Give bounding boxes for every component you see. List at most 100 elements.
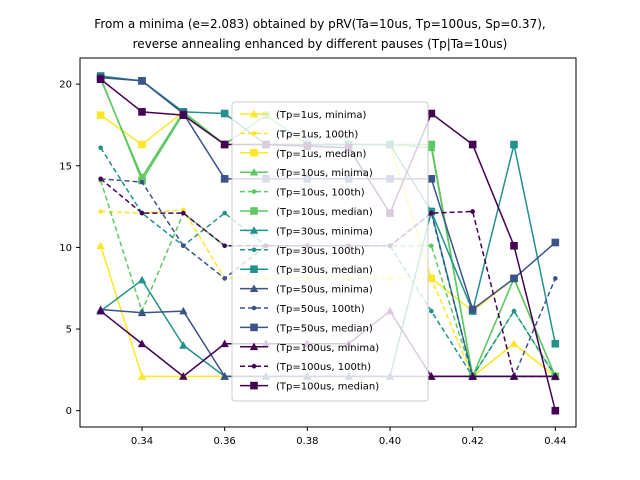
legend-marker [249,342,259,351]
legend-label: (Tp=50us, median) [276,323,373,334]
legend: (Tp=1us, minima) (Tp=1us, 100th) (Tp=1us, … [231,101,429,402]
y-tick-label: 15 [59,161,72,172]
data-point [138,108,146,116]
data-point [220,339,229,348]
legend-label: (Tp=1us, 100th) [276,129,358,140]
data-point [138,140,146,149]
data-point [98,209,103,214]
data-point [427,140,436,149]
data-point [98,176,103,182]
legend-item: (Tp=100us, median) [240,382,379,393]
legend-label: (Tp=50us, 100th) [276,304,365,315]
legend-marker [251,247,257,253]
legend-label: (Tp=10us, median) [276,207,373,218]
legend-marker [249,109,259,118]
plot-frame [79,57,577,428]
data-point [429,243,434,249]
legend-marker [250,149,258,157]
data-point [220,109,229,118]
legend-label: (Tp=30us, minima) [276,226,373,237]
data-point [551,339,560,348]
data-point [222,243,227,249]
data-point [427,274,436,283]
y-tick-label: 5 [66,325,72,336]
data-point [429,210,434,216]
y-tick-label: 20 [59,80,72,91]
legend-item: (Tp=100us, 100th) [240,362,371,373]
legend-marker [249,284,259,292]
legend-marker [250,265,258,273]
data-point [468,140,477,149]
legend-label: (Tp=100us, median) [276,382,379,393]
data-point [137,275,147,284]
data-point [96,75,105,84]
legend-item: (Tp=50us, minima) [240,284,373,296]
x-tick-label: 0.42 [462,436,484,447]
legend-item: (Tp=10us, median) [240,207,373,218]
data-point [179,341,188,349]
legend-item: (Tp=30us, median) [240,265,373,276]
legend-marker [251,305,257,311]
data-point [96,241,105,250]
legend-marker [249,226,259,234]
data-point [181,243,186,249]
data-point [139,179,145,185]
data-point [510,241,518,250]
legend-marker [250,323,258,332]
legend-box [231,101,429,402]
data-point [427,109,436,118]
data-point [510,274,518,283]
data-point [139,210,145,216]
legend-item: (Tp=10us, minima) [240,168,373,179]
data-point [179,111,188,119]
data-point [138,77,146,85]
data-point [179,372,188,380]
data-point [179,306,188,315]
data-point [468,372,477,380]
data-point [220,175,229,183]
chart-title-line-2: reverse annealing enhanced by different … [133,37,508,51]
chart-title-line-1: From a minima (e=2.083) obtained by pRV(… [94,17,545,31]
legend-item: (Tp=100us, minima) [240,342,379,354]
y-tick-label: 10 [59,243,72,254]
y-tick-label: 0 [66,406,72,417]
data-point [96,306,105,315]
data-point [470,209,475,214]
legend-marker [250,381,258,390]
legend-label: (Tp=100us, 100th) [276,362,371,373]
data-point [98,145,103,151]
legend-item: (Tp=1us, minima) [240,109,367,121]
y-axis: 0 5 10 15 20 [59,80,80,417]
legend-label: (Tp=10us, 100th) [276,188,365,199]
series-line [99,180,556,378]
data-point [468,305,477,314]
legend-marker [251,189,257,194]
data-point [181,210,186,216]
legend-item: (Tp=10us, 100th) [240,188,365,199]
data-point [137,308,147,317]
legend-item: (Tp=1us, 100th) [240,129,358,140]
data-point [551,406,560,415]
data-point [96,111,105,119]
x-axis: 0.34 0.36 0.38 0.40 0.42 0.44 [131,427,566,447]
legend-label: (Tp=10us, minima) [276,168,373,179]
data-point [222,276,227,281]
x-tick-label: 0.44 [544,436,566,447]
data-point [511,374,517,379]
data-point [137,339,147,348]
legend-label: (Tp=50us, minima) [276,285,373,296]
data-point [553,276,558,281]
legend-item: (Tp=30us, minima) [240,226,373,237]
data-point [427,175,436,183]
data-point [220,372,229,380]
data-point [137,372,147,380]
x-tick-label: 0.34 [131,436,153,447]
data-point [429,308,434,314]
legend-label: (Tp=30us, median) [276,265,373,276]
legend-label: (Tp=1us, minima) [276,110,367,121]
x-tick-label: 0.38 [296,436,318,447]
data-point [551,238,560,247]
legend-label: (Tp=1us, median) [276,149,366,160]
data-point [222,210,227,216]
